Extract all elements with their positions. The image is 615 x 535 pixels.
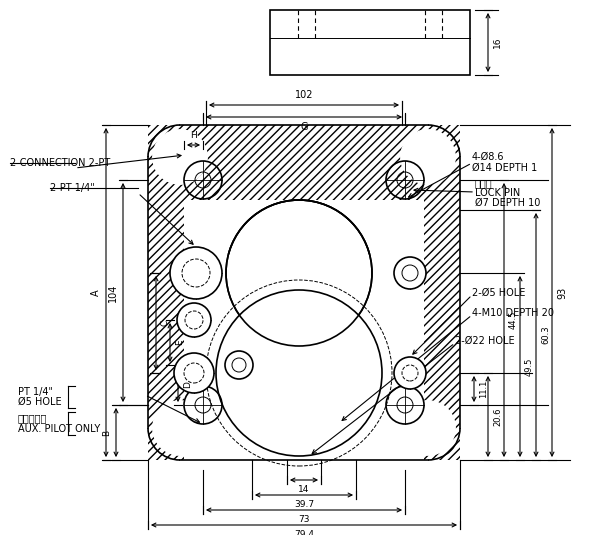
Text: 14: 14 xyxy=(298,485,310,494)
Text: 2-PT 1/4": 2-PT 1/4" xyxy=(50,183,95,193)
Text: 11.1: 11.1 xyxy=(479,380,488,398)
Bar xyxy=(424,125,460,460)
Text: 固定稍: 固定稍 xyxy=(475,178,493,188)
Text: 2-Ø5 HOLE: 2-Ø5 HOLE xyxy=(472,288,525,298)
Text: LOCK PIN: LOCK PIN xyxy=(475,188,520,198)
Circle shape xyxy=(177,303,211,337)
Text: 輔助引導孔: 輔助引導孔 xyxy=(18,413,47,423)
Text: E: E xyxy=(175,340,184,345)
Text: B: B xyxy=(102,430,111,435)
Text: 73: 73 xyxy=(298,515,310,524)
Circle shape xyxy=(394,357,426,389)
Bar xyxy=(148,125,460,460)
Bar xyxy=(270,10,470,75)
Text: PT 1/4": PT 1/4" xyxy=(18,387,53,397)
Bar xyxy=(184,125,424,460)
Text: 79.4: 79.4 xyxy=(294,530,314,535)
Text: 4-Ø8.6: 4-Ø8.6 xyxy=(472,152,504,162)
Text: Ø14 DEPTH 1: Ø14 DEPTH 1 xyxy=(472,163,538,173)
Circle shape xyxy=(170,247,222,299)
Text: 4-M10 DEPTH 20: 4-M10 DEPTH 20 xyxy=(472,308,554,318)
Text: 49.5: 49.5 xyxy=(525,357,534,376)
Text: 93: 93 xyxy=(557,286,567,299)
Circle shape xyxy=(227,201,371,345)
Circle shape xyxy=(216,290,382,456)
Text: 102: 102 xyxy=(295,90,313,100)
Circle shape xyxy=(401,401,455,455)
Text: A: A xyxy=(91,289,101,296)
Circle shape xyxy=(394,257,426,289)
Text: 104: 104 xyxy=(108,284,118,302)
Text: Ø5 HOLE: Ø5 HOLE xyxy=(18,397,62,407)
Circle shape xyxy=(174,353,214,393)
Text: 20.6: 20.6 xyxy=(493,407,502,426)
Text: D: D xyxy=(183,381,192,388)
Text: 2-Ø22 HOLE: 2-Ø22 HOLE xyxy=(455,336,515,346)
Text: H: H xyxy=(190,131,197,140)
Text: 39.7: 39.7 xyxy=(294,500,314,509)
Text: 60.3: 60.3 xyxy=(541,326,550,345)
Text: 16: 16 xyxy=(493,37,502,48)
Circle shape xyxy=(153,130,207,184)
Text: 44.5: 44.5 xyxy=(509,311,518,329)
Bar xyxy=(148,125,184,460)
Text: C: C xyxy=(161,320,170,326)
Circle shape xyxy=(401,130,455,184)
Bar xyxy=(184,125,424,200)
Text: 2-CONNECTION 2-PT: 2-CONNECTION 2-PT xyxy=(10,158,110,168)
Circle shape xyxy=(225,351,253,379)
Text: Ø7 DEPTH 10: Ø7 DEPTH 10 xyxy=(475,198,541,208)
Text: AUX. PILOT ONLY: AUX. PILOT ONLY xyxy=(18,424,100,434)
Text: G: G xyxy=(300,122,308,132)
Circle shape xyxy=(153,401,207,455)
Bar xyxy=(184,125,424,200)
